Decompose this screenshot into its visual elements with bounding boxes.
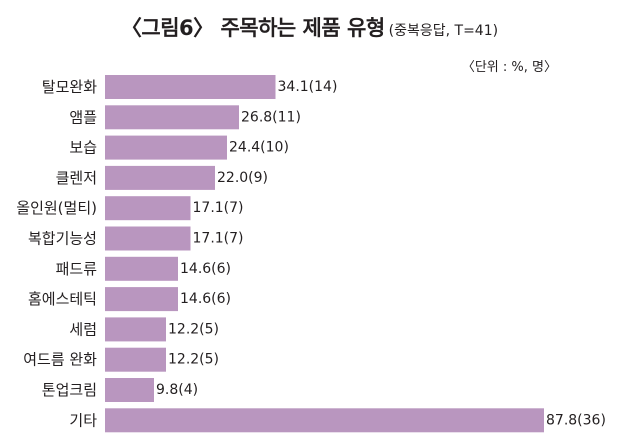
bar [105,105,239,130]
value-label: 22.0(9) [217,170,268,186]
bar [105,165,215,190]
bar [105,287,178,312]
value-label: 12.2(5) [168,321,219,337]
category-label: 클렌저 [56,169,97,187]
bar [105,196,191,221]
bar [105,317,166,342]
value-label: 14.6(6) [180,261,231,277]
category-label: 복합기능성 [28,230,97,248]
category-label: 여드름 완화 [23,351,97,369]
chart-title: 〈그림6〉 주목하는 제품 유형 (중복응답, T=41) [0,12,619,42]
bar [105,408,544,433]
bar [105,256,178,281]
value-label: 17.1(7) [193,231,244,247]
category-label: 패드류 [56,260,98,278]
value-label: 87.8(36) [546,412,606,428]
bar [105,347,166,372]
category-label: 탈모완화 [42,78,97,96]
category-label: 기타 [69,411,97,429]
bar [105,378,154,402]
category-label: 앰플 [69,108,97,126]
value-label: 34.1(14) [278,79,338,95]
value-label: 9.8(4) [156,382,198,398]
bars-layer: 탈모완화 34.1(14) 앰플 26.8(11) 보습 24.4(10) 클렌저 22.0(… [16,75,606,433]
chart-subtitle: (중복응답, T=41) [388,23,499,39]
value-label: 14.6(6) [180,291,231,307]
category-label: 올인원(멀티) [16,199,97,217]
bar [105,226,191,251]
value-label: 17.1(7) [193,200,244,216]
value-label: 24.4(10) [229,140,289,156]
chart-title-main: 〈그림6〉 주목하는 제품 유형 [120,16,385,40]
category-label: 홈에스테틱 [28,290,97,308]
value-label: 26.8(11) [241,109,301,125]
category-label: 세럼 [69,320,97,338]
value-label: 12.2(5) [168,352,219,368]
category-label: 톤업크림 [42,381,97,399]
category-label: 보습 [69,139,97,157]
bar [105,135,227,160]
bar [105,75,276,99]
unit-note: 〈단위 : %, 명〉 [461,60,557,75]
